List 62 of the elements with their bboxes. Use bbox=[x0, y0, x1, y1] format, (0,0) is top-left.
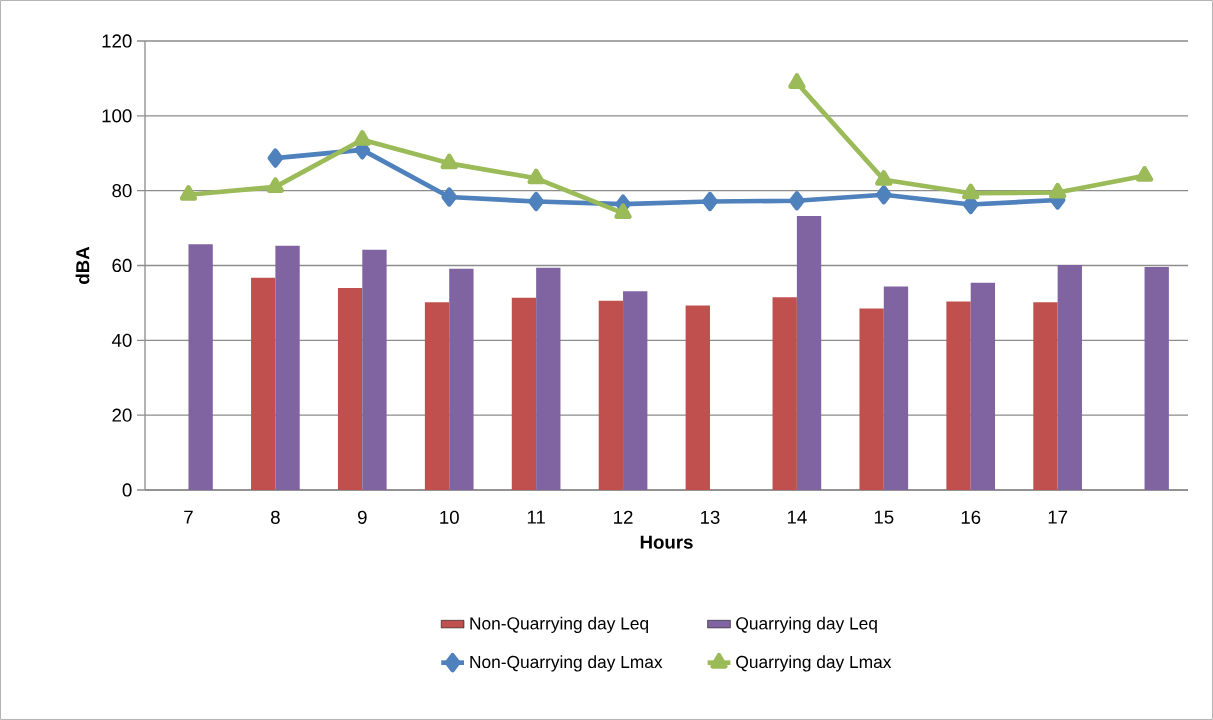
y-tick-label: 60 bbox=[112, 258, 132, 273]
legend-label: Non-Quarrying day Lmax bbox=[470, 655, 663, 672]
bar bbox=[536, 267, 561, 490]
bar bbox=[251, 277, 276, 490]
bar bbox=[883, 286, 909, 490]
bar bbox=[772, 297, 797, 490]
point bbox=[788, 73, 806, 89]
y-tick-label: 40 bbox=[111, 333, 132, 347]
point bbox=[875, 185, 892, 205]
x-tick-label: 16 bbox=[961, 510, 981, 524]
point bbox=[789, 191, 805, 211]
point bbox=[962, 183, 980, 200]
point bbox=[441, 187, 458, 207]
y-tick-label: 80 bbox=[112, 184, 132, 198]
point bbox=[1135, 166, 1154, 182]
point bbox=[179, 185, 198, 201]
point bbox=[875, 170, 893, 186]
bar bbox=[1033, 302, 1058, 490]
point bbox=[267, 148, 284, 168]
bar bbox=[685, 305, 710, 490]
point bbox=[527, 168, 545, 185]
bar bbox=[1144, 266, 1169, 490]
bar bbox=[275, 245, 300, 490]
point bbox=[614, 203, 632, 220]
bar bbox=[623, 291, 648, 490]
point bbox=[266, 177, 285, 193]
y-tick-label: 100 bbox=[102, 109, 132, 123]
legend-label: Non-Quarrying day Leq bbox=[470, 616, 649, 633]
bar bbox=[796, 216, 822, 490]
x-tick-label: 9 bbox=[357, 510, 367, 524]
point bbox=[440, 153, 458, 170]
x-axis-title: Hours bbox=[640, 535, 693, 549]
bar bbox=[449, 268, 474, 490]
bar bbox=[511, 297, 537, 490]
legend-label: Quarrying day Lmax bbox=[736, 655, 892, 672]
bar bbox=[424, 302, 450, 490]
bar bbox=[598, 300, 624, 490]
y-tick-label: 120 bbox=[102, 34, 132, 48]
x-tick-label: 12 bbox=[614, 510, 633, 524]
y-tick-label: 0 bbox=[122, 483, 132, 497]
y-tick-label: 20 bbox=[112, 408, 132, 422]
x-tick-label: 7 bbox=[184, 510, 193, 524]
x-tick-label: 14 bbox=[787, 510, 807, 524]
point bbox=[528, 191, 544, 212]
bar bbox=[362, 249, 387, 490]
bar bbox=[859, 308, 884, 490]
x-tick-label: 15 bbox=[874, 510, 894, 524]
x-tick-label: 10 bbox=[440, 510, 459, 524]
x-tick-label: 8 bbox=[271, 510, 280, 524]
y-axis-title: dBA bbox=[75, 246, 90, 284]
point bbox=[353, 130, 371, 146]
x-tick-label: 13 bbox=[701, 510, 720, 524]
x-tick-label: 11 bbox=[527, 510, 545, 524]
point bbox=[1048, 182, 1067, 199]
bar bbox=[337, 287, 363, 490]
bar bbox=[188, 244, 213, 490]
bar bbox=[946, 301, 971, 490]
x-tick-label: 17 bbox=[1048, 510, 1068, 524]
bar bbox=[1057, 265, 1082, 490]
bar bbox=[970, 282, 996, 490]
point bbox=[702, 191, 718, 212]
legend-label: Quarrying day Leq bbox=[736, 616, 877, 633]
